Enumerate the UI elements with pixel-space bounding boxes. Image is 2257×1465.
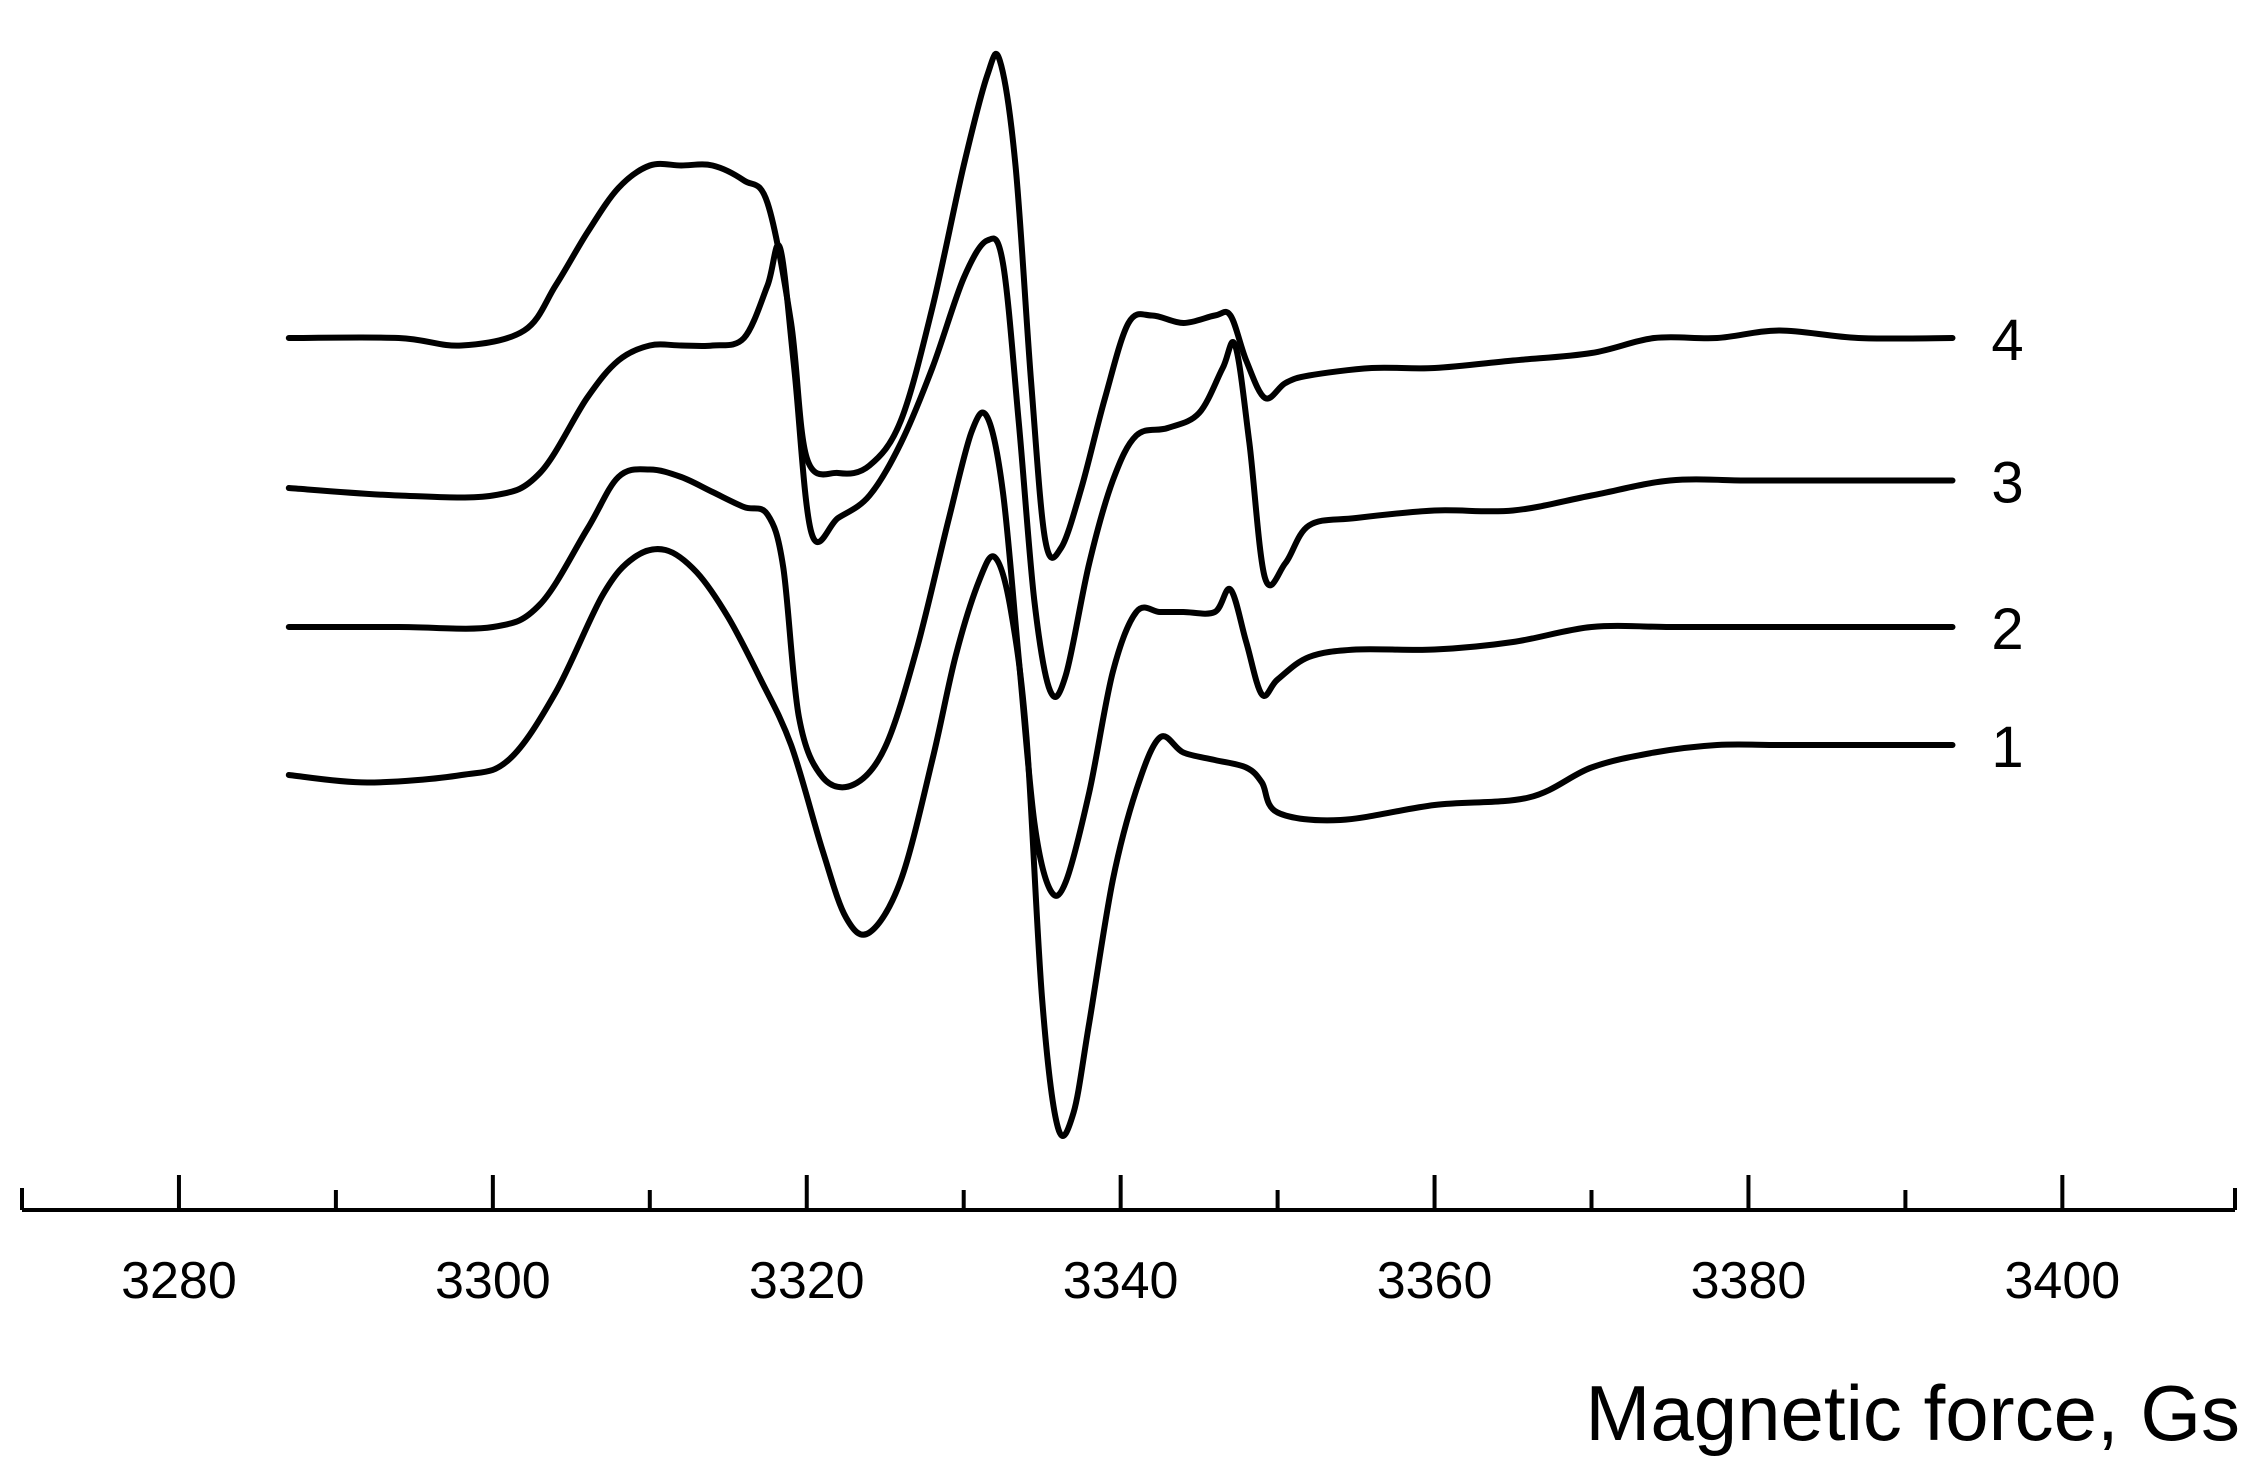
x-tick-label: 3280 bbox=[121, 1252, 237, 1310]
series-label-3: 3 bbox=[1991, 451, 2023, 516]
series-label-1: 1 bbox=[1991, 715, 2023, 780]
x-axis: 3280 3300 3320 3340 3360 3380 3400 bbox=[20, 1175, 2237, 1310]
series-layer bbox=[285, 51, 1956, 1139]
x-tick-label: 3340 bbox=[1063, 1252, 1179, 1310]
series-line-2 bbox=[285, 409, 1956, 899]
x-tick-label: 3300 bbox=[435, 1252, 551, 1310]
series-label-4: 4 bbox=[1991, 308, 2023, 373]
series-line-4 bbox=[285, 51, 1956, 561]
series-label-2: 2 bbox=[1991, 597, 2023, 662]
x-axis-label: Magnetic force, Gs bbox=[1585, 1369, 2240, 1457]
x-tick-label: 3380 bbox=[1691, 1252, 1807, 1310]
x-tick-label: 3400 bbox=[2005, 1252, 2121, 1310]
series-line-3 bbox=[285, 235, 1956, 700]
label-layer: 1 2 3 4 bbox=[1991, 308, 2023, 780]
x-tick-label: 3360 bbox=[1377, 1252, 1493, 1310]
x-tick-label: 3320 bbox=[749, 1252, 865, 1310]
